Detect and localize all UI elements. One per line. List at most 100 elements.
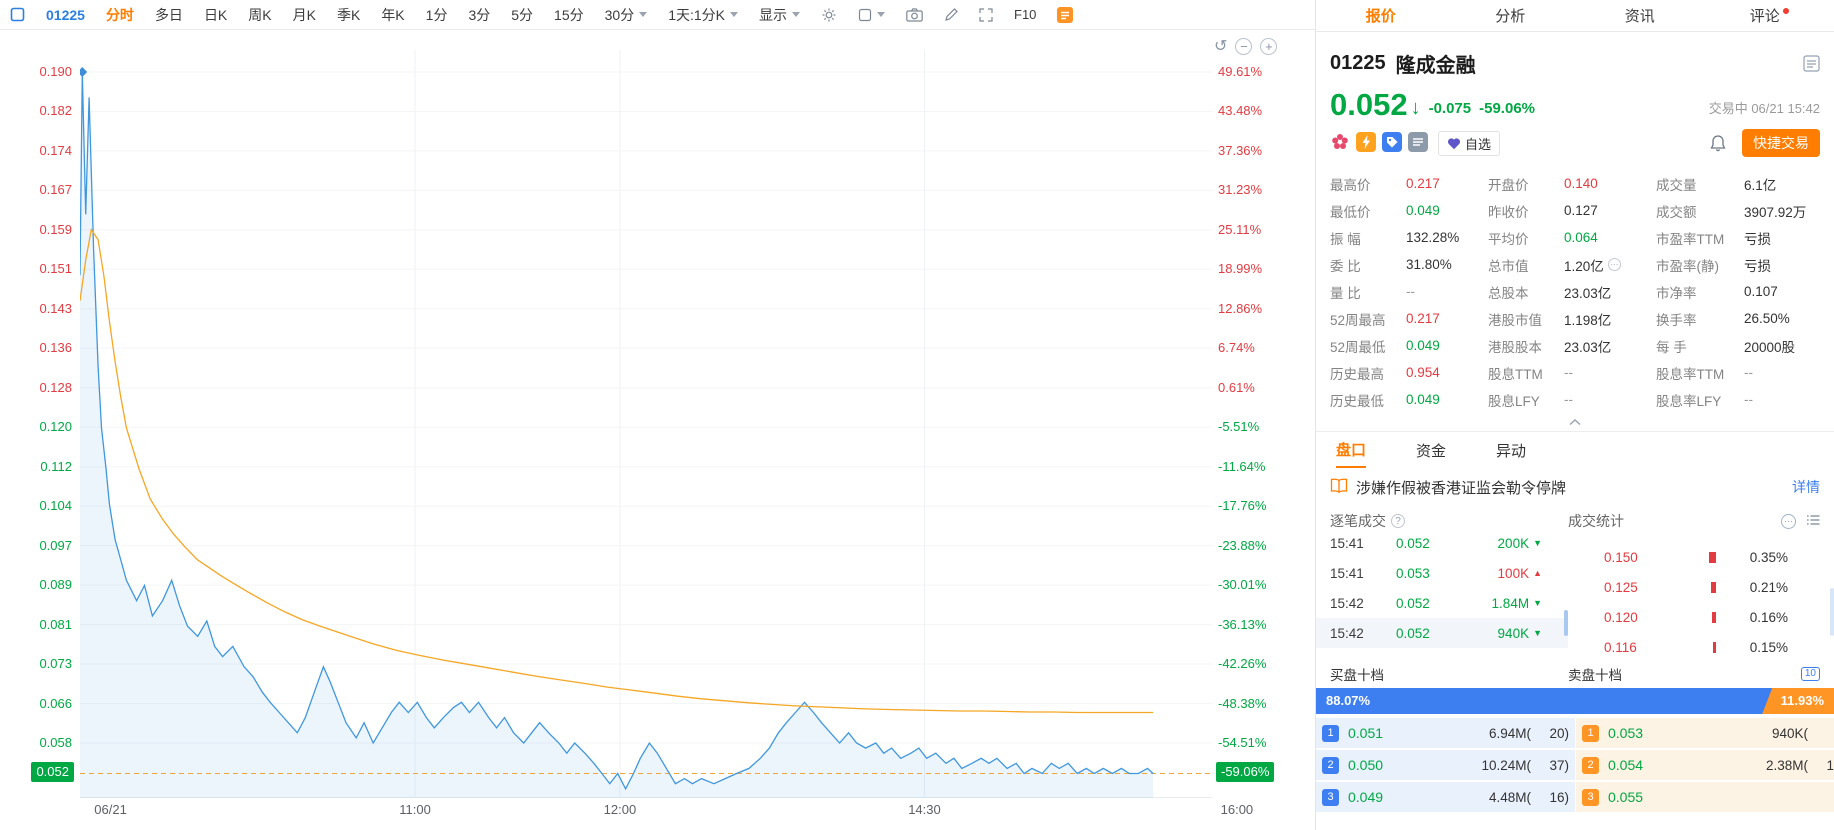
notification-dot — [1782, 7, 1789, 14]
chart-plot-area[interactable] — [80, 50, 1212, 798]
tick-price: 0.053 — [1396, 565, 1430, 581]
period-tab-3分[interactable]: 3分 — [468, 6, 491, 23]
help-icon[interactable]: ? — [1391, 514, 1405, 528]
stat-value: 0.107 — [1744, 284, 1778, 299]
stat-label: 委 比 — [1330, 258, 1361, 274]
ask-level[interactable]: 3 0.055 — [1576, 782, 1834, 812]
down-arrow-icon: ▼ — [1533, 538, 1542, 548]
zoom-in-icon[interactable]: + — [1260, 37, 1278, 55]
more-options-icon[interactable]: ··· — [1781, 513, 1796, 529]
percent-axis: 49.61% 43.48% 37.36% 31.23% 25.11% 18.99% 12.8… — [1216, 30, 1312, 830]
info-icon[interactable]: ··· — [1607, 258, 1621, 271]
camera-icon[interactable] — [906, 7, 923, 22]
period-tab-15分[interactable]: 15分 — [554, 6, 584, 23]
period-tab-季K[interactable]: 季K — [336, 6, 361, 23]
dist-price: 0.120 — [1604, 609, 1638, 625]
fullscreen-icon[interactable] — [979, 7, 993, 22]
news-detail-link[interactable]: 详情 — [1792, 479, 1820, 495]
heart-icon — [1447, 137, 1461, 149]
x-axis-time-label: 14:30 — [908, 802, 941, 817]
panel-tab-分析[interactable]: 分析 — [1446, 0, 1576, 31]
period-tab-月K[interactable]: 月K — [292, 6, 316, 23]
display-selector[interactable]: 显示 — [759, 5, 801, 25]
stat-value: -- — [1406, 284, 1415, 299]
stat-52周最高: 52周最高 0.217 — [1330, 305, 1488, 332]
list-headers: 逐笔成交 ? 成交统计 ··· — [1316, 506, 1834, 536]
panel-tab-资讯[interactable]: 资讯 — [1575, 0, 1705, 31]
bid-level[interactable]: 3 0.049 4.48M(16) — [1316, 782, 1575, 812]
period-tab-多日[interactable]: 多日 — [154, 6, 183, 23]
stat-委比: 委 比 31.80% — [1330, 251, 1488, 278]
stat-label: 股息率LFY — [1656, 393, 1722, 409]
period-tab-30分[interactable]: 30分 — [605, 5, 648, 25]
ask-volume-value: 2.38M( — [1765, 757, 1808, 773]
subtab-异动[interactable]: 异动 — [1496, 442, 1527, 460]
down-arrow-icon: ▼ — [1533, 628, 1542, 638]
tick-volume: 1.84M — [1491, 595, 1530, 611]
dist-price: 0.150 — [1604, 549, 1638, 565]
y-axis-price-label: 0.104 — [39, 498, 72, 514]
ask-level[interactable]: 2 0.054 2.38M(10) — [1576, 750, 1834, 780]
subtab-资金[interactable]: 资金 — [1416, 442, 1447, 460]
reset-zoom-icon[interactable]: ↺ — [1214, 38, 1228, 55]
watchlist-button[interactable]: 自选 — [1438, 130, 1501, 156]
period-tab-年K[interactable]: 年K — [381, 6, 405, 23]
period-tab-5分[interactable]: 5分 — [511, 6, 534, 23]
subtab-盘口[interactable]: 盘口 — [1336, 432, 1367, 468]
chart-style-selector[interactable] — [858, 8, 886, 22]
panel-scrollbar-thumb[interactable] — [1830, 588, 1834, 636]
stat-value: 0.954 — [1406, 365, 1440, 380]
depth-header: 买盘十档 卖盘十档 10 — [1316, 660, 1834, 688]
kline-freq-selector[interactable]: 1天:1分K — [668, 5, 739, 25]
stat-label: 成交额 — [1656, 204, 1697, 220]
y-axis-pct-label: -36.13% — [1218, 616, 1267, 632]
stat-label: 股息LFY — [1488, 393, 1540, 409]
price-change-pct: -59.06% — [1479, 99, 1535, 117]
panel-tab-评论[interactable]: 评论 — [1705, 0, 1834, 31]
collapse-stats-button[interactable] — [1316, 413, 1834, 431]
quick-trade-button[interactable]: 快捷交易 — [1742, 129, 1820, 157]
scrollbar-thumb[interactable] — [1564, 610, 1568, 636]
settings-gear-icon[interactable] — [821, 7, 837, 23]
y-axis-pct-label: 12.86% — [1218, 300, 1263, 316]
stat-value: 0.140 — [1564, 176, 1598, 191]
stock-badges-row: 自选 快捷交易 — [1316, 129, 1834, 157]
quote-board-icon[interactable] — [1803, 54, 1820, 72]
period-tab-周K[interactable]: 周K — [248, 6, 272, 23]
window-icon[interactable] — [10, 7, 25, 22]
alert-bell-icon[interactable] — [1710, 134, 1726, 152]
stat-label: 开盘价 — [1488, 177, 1529, 193]
trade-lists: 15:41 0.052 200K ▼ 15:41 0.053 100K ▲ 15:42 0.052… — [1316, 536, 1834, 660]
volume-dist-header: 成交统计 — [1568, 513, 1624, 529]
bid-level[interactable]: 2 0.050 10.24M(37) — [1316, 750, 1575, 780]
tick-price: 0.052 — [1396, 536, 1430, 551]
ask-volume: 2.38M(10) — [1766, 758, 1834, 773]
panel-tab-报价[interactable]: 报价 — [1316, 0, 1446, 31]
y-axis-pct-label: 31.23% — [1218, 182, 1263, 198]
draw-pencil-icon[interactable] — [944, 7, 958, 22]
bid-level[interactable]: 1 0.051 6.94M(20) — [1316, 718, 1575, 748]
news-panel-icon[interactable] — [1057, 6, 1074, 23]
ask-level[interactable]: 1 0.053 940K(7) — [1576, 718, 1834, 748]
price-row: 0.052 ↓ -0.075 -59.06% 交易中 06/21 15:42 — [1316, 86, 1834, 120]
f10-button[interactable]: F10 — [1014, 7, 1037, 22]
tick-trades-header: 逐笔成交 — [1330, 513, 1386, 529]
tab-label: 分析 — [1495, 8, 1526, 25]
zoom-out-icon[interactable]: − — [1235, 37, 1253, 55]
y-axis-price-label: 0.128 — [39, 379, 72, 395]
news-row[interactable]: 涉嫌作假被香港证监会勒令停牌 详情 — [1316, 468, 1834, 506]
period-tab-1分[interactable]: 1分 — [425, 6, 448, 23]
list-view-icon[interactable] — [1806, 513, 1820, 529]
price-axis: 0.190 0.182 0.174 0.167 0.159 0.151 0.143 0.136… — [0, 30, 76, 830]
stock-code[interactable]: 01225 — [46, 6, 85, 23]
period-tab-分时[interactable]: 分时 — [105, 6, 134, 23]
bid-order-count: 37) — [1549, 757, 1569, 773]
stat-value: 1.20亿 — [1564, 258, 1604, 274]
tab-label: 评论 — [1749, 8, 1780, 25]
stat-label: 历史最低 — [1330, 393, 1384, 409]
period-tab-日K[interactable]: 日K — [203, 6, 228, 23]
depth-level-icon[interactable]: 10 — [1800, 667, 1820, 681]
stat-量比: 量 比 -- — [1330, 278, 1488, 305]
bid-order-count: 20) — [1549, 725, 1569, 741]
stat-历史最高: 历史最高 0.954 — [1330, 359, 1488, 386]
